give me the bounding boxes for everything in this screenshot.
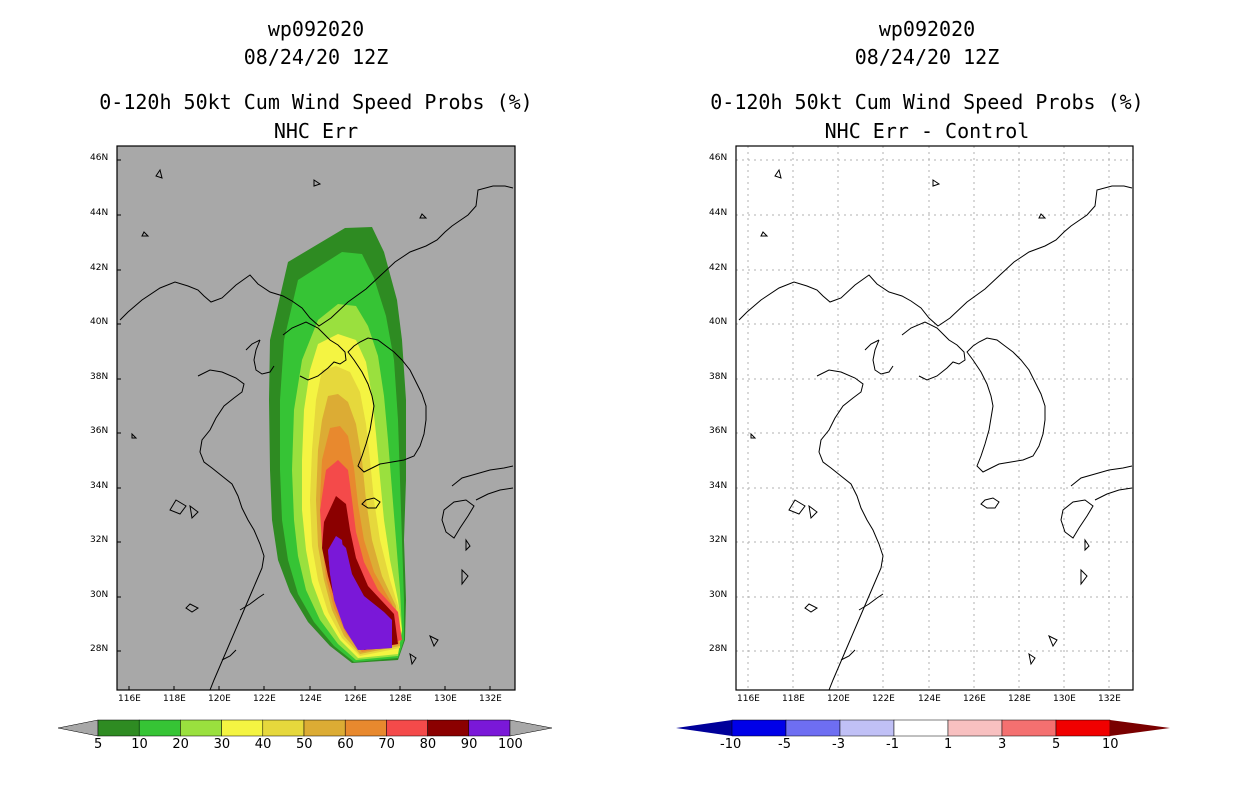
lat-label: 44N bbox=[709, 208, 728, 218]
left-ticks bbox=[117, 159, 491, 690]
right-map-background bbox=[736, 146, 1133, 690]
lat-label: 36N bbox=[90, 426, 109, 436]
lat-label: 40N bbox=[709, 317, 728, 327]
lon-label: 118E bbox=[163, 694, 186, 704]
colorbar-tick-label: -1 bbox=[886, 737, 899, 752]
lon-label: 124E bbox=[918, 694, 941, 704]
lon-label: 122E bbox=[872, 694, 895, 704]
lon-label: 130E bbox=[1053, 694, 1076, 704]
colorbar-tick-label: 90 bbox=[460, 737, 478, 752]
lat-label: 40N bbox=[90, 317, 109, 327]
lat-label: 42N bbox=[90, 263, 109, 273]
right-title-storm-id: wp092020 bbox=[878, 17, 976, 41]
lat-label: 30N bbox=[709, 590, 728, 600]
lon-label: 126E bbox=[344, 694, 367, 704]
left-title-subtitle: NHC Err bbox=[273, 119, 359, 143]
lon-label: 132E bbox=[1098, 694, 1121, 704]
lat-label: 32N bbox=[90, 535, 109, 545]
lon-label: 128E bbox=[389, 694, 412, 704]
lat-label: 38N bbox=[709, 372, 728, 382]
colorbar-tick-label: -10 bbox=[720, 737, 742, 752]
colorbar-tick-label: 40 bbox=[254, 737, 272, 752]
colorbar-tick-label: 50 bbox=[296, 737, 313, 752]
right-title-subtitle: NHC Err - Control bbox=[824, 119, 1030, 143]
lon-label: 124E bbox=[299, 694, 322, 704]
lat-label: 28N bbox=[709, 644, 728, 654]
lat-label: 46N bbox=[90, 153, 109, 163]
right-title-datetime: 08/24/20 12Z bbox=[854, 45, 1000, 69]
left-map-frame bbox=[116, 145, 516, 691]
left-title-storm-id: wp092020 bbox=[267, 17, 365, 41]
lat-label: 44N bbox=[90, 208, 109, 218]
colorbar-tick-label: 70 bbox=[378, 737, 395, 752]
right-map-frame bbox=[735, 145, 1134, 691]
lat-label: 34N bbox=[90, 481, 109, 491]
colorbar-tick-label: 5 bbox=[1052, 737, 1061, 752]
colorbar-tick-label: 100 bbox=[498, 737, 523, 752]
right-title-product: 0-120h 50kt Cum Wind Speed Probs (%) bbox=[710, 90, 1144, 114]
colorbar-tick-label: 60 bbox=[337, 737, 354, 752]
lat-label: 28N bbox=[90, 644, 109, 654]
left-title-product: 0-120h 50kt Cum Wind Speed Probs (%) bbox=[99, 90, 533, 114]
colorbar-tick-label: 80 bbox=[419, 737, 437, 752]
probability-contours bbox=[269, 227, 406, 663]
lon-label: 132E bbox=[479, 694, 502, 704]
lon-label: 130E bbox=[434, 694, 457, 704]
lat-label: 42N bbox=[709, 263, 728, 273]
lat-label: 36N bbox=[709, 426, 728, 436]
lon-label: 116E bbox=[118, 694, 141, 704]
lat-label: 38N bbox=[90, 372, 109, 382]
colorbar-tick-label: -5 bbox=[778, 737, 791, 752]
lon-label: 122E bbox=[253, 694, 276, 704]
lon-label: 120E bbox=[827, 694, 850, 704]
colorbar-tick-label: 30 bbox=[213, 737, 231, 752]
lon-label: 128E bbox=[1008, 694, 1031, 704]
left-title-datetime: 08/24/20 12Z bbox=[243, 45, 389, 69]
lat-label: 32N bbox=[709, 535, 728, 545]
lat-label: 30N bbox=[90, 590, 109, 600]
lon-label: 118E bbox=[782, 694, 805, 704]
right-gridlines bbox=[736, 146, 1133, 690]
lat-label: 46N bbox=[709, 153, 728, 163]
colorbar-tick-label: 10 bbox=[1102, 737, 1119, 752]
colorbar-tick-label: 20 bbox=[172, 737, 189, 752]
colorbar-tick-label: 1 bbox=[944, 737, 953, 752]
colorbar-tick-label: 3 bbox=[998, 737, 1007, 752]
colorbar-tick-label: 10 bbox=[131, 737, 148, 752]
lat-label: 34N bbox=[709, 481, 728, 491]
colorbar-tick-label: 5 bbox=[94, 737, 103, 752]
lon-label: 120E bbox=[208, 694, 231, 704]
lon-label: 116E bbox=[737, 694, 760, 704]
lon-label: 126E bbox=[963, 694, 986, 704]
colorbar-tick-label: -3 bbox=[832, 737, 845, 752]
